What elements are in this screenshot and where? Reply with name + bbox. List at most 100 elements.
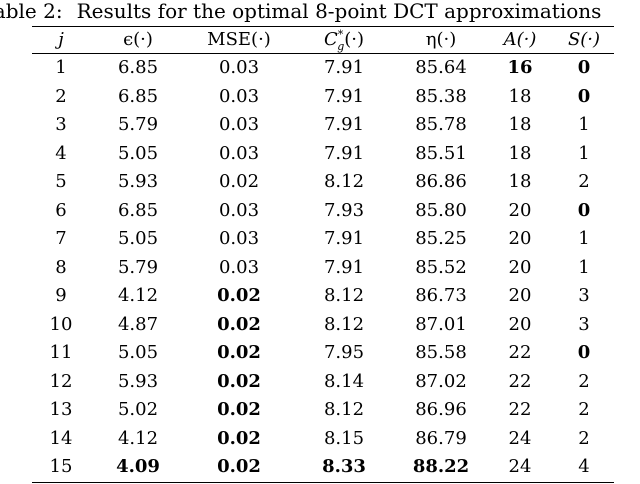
cell-j: 3 <box>55 114 67 135</box>
cell-eta: 85.25 <box>415 228 467 249</box>
cell-coding-gain: 7.91 <box>323 256 365 278</box>
cell-epsilon: 5.93 <box>117 171 159 192</box>
table-caption-label: Table 2: <box>0 0 63 23</box>
cell-shifts: 4 <box>578 456 590 477</box>
table-row: 4 5.05 0.03 7.91 85.51 18 1 <box>32 140 614 169</box>
cell-coding-gain: 7.95 <box>323 342 365 363</box>
table-row: 10 4.87 0.02 8.12 87.01 20 3 <box>32 311 614 340</box>
cell-shifts: 0 <box>577 85 591 107</box>
cell-additions: 22 <box>508 399 532 420</box>
cell-coding-gain: 8.12 <box>323 171 365 192</box>
cell-mse: 0.02 <box>217 399 261 420</box>
cell-additions: 24 <box>508 456 532 477</box>
cell-eta: 85.51 <box>415 142 467 164</box>
cell-j: 14 <box>49 427 73 449</box>
cell-coding-gain: 8.12 <box>323 399 365 420</box>
cell-coding-gain: 8.12 <box>323 313 365 335</box>
cell-eta: 87.02 <box>415 370 467 392</box>
table-body: 1 6.85 0.03 7.91 85.64 16 0 2 6.85 0.03 7.91 85.38 1… <box>32 54 614 482</box>
table-caption-text: Results for the optimal 8-point DCT appr… <box>76 0 602 23</box>
table-row: 9 4.12 0.02 8.12 86.73 20 3 <box>32 282 614 311</box>
cell-mse: 0.03 <box>218 57 260 78</box>
header-additions-text: A(·) <box>503 29 537 50</box>
cell-additions: 16 <box>507 57 533 78</box>
cell-coding-gain: 8.12 <box>323 285 365 306</box>
cell-mse: 0.03 <box>218 199 260 221</box>
cell-j: 5 <box>55 171 67 192</box>
coding-gain-symbol: C <box>323 29 338 50</box>
cell-eta: 85.52 <box>415 256 467 278</box>
cell-coding-gain: 7.93 <box>323 199 365 221</box>
cell-mse: 0.03 <box>218 114 260 135</box>
cell-j: 7 <box>55 228 67 249</box>
cell-shifts: 1 <box>578 228 590 249</box>
cell-additions: 18 <box>508 85 532 107</box>
table-row: 8 5.79 0.03 7.91 85.52 20 1 <box>32 254 614 283</box>
cell-shifts: 1 <box>578 256 590 278</box>
cell-shifts: 2 <box>578 427 590 449</box>
coding-gain-sub: g <box>337 39 345 53</box>
cell-additions: 20 <box>508 285 532 306</box>
header-epsilon-text: ϵ(·) <box>123 29 153 50</box>
cell-additions: 20 <box>508 256 532 278</box>
cell-mse: 0.03 <box>218 142 260 164</box>
cell-eta: 85.80 <box>415 199 467 221</box>
cell-shifts: 3 <box>578 313 590 335</box>
cell-j: 2 <box>55 85 67 107</box>
cell-mse: 0.02 <box>217 427 261 449</box>
header-coding-gain-text: C*g(·) <box>323 28 364 53</box>
table-row: 6 6.85 0.03 7.93 85.80 20 0 <box>32 197 614 226</box>
cell-mse: 0.03 <box>218 228 260 249</box>
cell-j: 8 <box>55 256 67 278</box>
cell-mse: 0.03 <box>218 256 260 278</box>
cell-shifts: 0 <box>577 57 591 78</box>
cell-j: 4 <box>55 142 67 164</box>
results-table: j ϵ(·) MSE(·) C*g(·) η(·) A(·) S(·) 1 6.8… <box>32 26 614 483</box>
cell-shifts: 0 <box>577 199 591 221</box>
cell-shifts: 2 <box>578 370 590 392</box>
cell-coding-gain: 7.91 <box>323 142 365 164</box>
cell-epsilon: 5.05 <box>117 228 159 249</box>
cell-epsilon: 5.93 <box>117 370 159 392</box>
cell-shifts: 3 <box>578 285 590 306</box>
cell-mse: 0.02 <box>217 370 261 392</box>
cell-eta: 85.58 <box>415 342 467 363</box>
cell-eta: 85.38 <box>415 85 467 107</box>
cell-epsilon: 5.02 <box>117 399 159 420</box>
table-row: 1 6.85 0.03 7.91 85.64 16 0 <box>32 54 614 83</box>
table-row: 11 5.05 0.02 7.95 85.58 22 0 <box>32 339 614 368</box>
cell-eta: 86.96 <box>415 399 467 420</box>
cell-additions: 20 <box>508 313 532 335</box>
header-j-text: j <box>58 29 64 50</box>
cell-additions: 22 <box>508 342 532 363</box>
header-epsilon: ϵ(·) <box>90 27 186 54</box>
cell-eta: 86.86 <box>415 171 467 192</box>
cell-eta: 86.79 <box>415 427 467 449</box>
cell-additions: 18 <box>508 114 532 135</box>
cell-eta: 85.78 <box>415 114 467 135</box>
table-row: 7 5.05 0.03 7.91 85.25 20 1 <box>32 225 614 254</box>
header-eta-text: η(·) <box>425 29 457 50</box>
header-j: j <box>32 27 90 54</box>
header-additions: A(·) <box>486 27 554 54</box>
cell-eta: 87.01 <box>415 313 467 335</box>
cell-coding-gain: 8.14 <box>323 370 365 392</box>
cell-coding-gain: 8.33 <box>322 456 366 477</box>
table-row: 5 5.93 0.02 8.12 86.86 18 2 <box>32 168 614 197</box>
cell-epsilon: 6.85 <box>117 199 159 221</box>
coding-gain-sup: * <box>337 28 344 41</box>
cell-epsilon: 5.05 <box>117 142 159 164</box>
cell-mse: 0.02 <box>217 456 261 477</box>
table-row: 3 5.79 0.03 7.91 85.78 18 1 <box>32 111 614 140</box>
table-row: 15 4.09 0.02 8.33 88.22 24 4 <box>32 453 614 482</box>
cell-epsilon: 5.79 <box>117 256 159 278</box>
cell-additions: 24 <box>508 427 532 449</box>
cell-shifts: 0 <box>577 342 591 363</box>
cell-epsilon: 6.85 <box>117 85 159 107</box>
cell-j: 6 <box>55 199 67 221</box>
cell-eta: 88.22 <box>412 456 470 477</box>
cell-epsilon: 4.12 <box>117 427 159 449</box>
table-row: 14 4.12 0.02 8.15 86.79 24 2 <box>32 425 614 454</box>
cell-shifts: 1 <box>578 142 590 164</box>
cell-j: 15 <box>49 456 73 477</box>
